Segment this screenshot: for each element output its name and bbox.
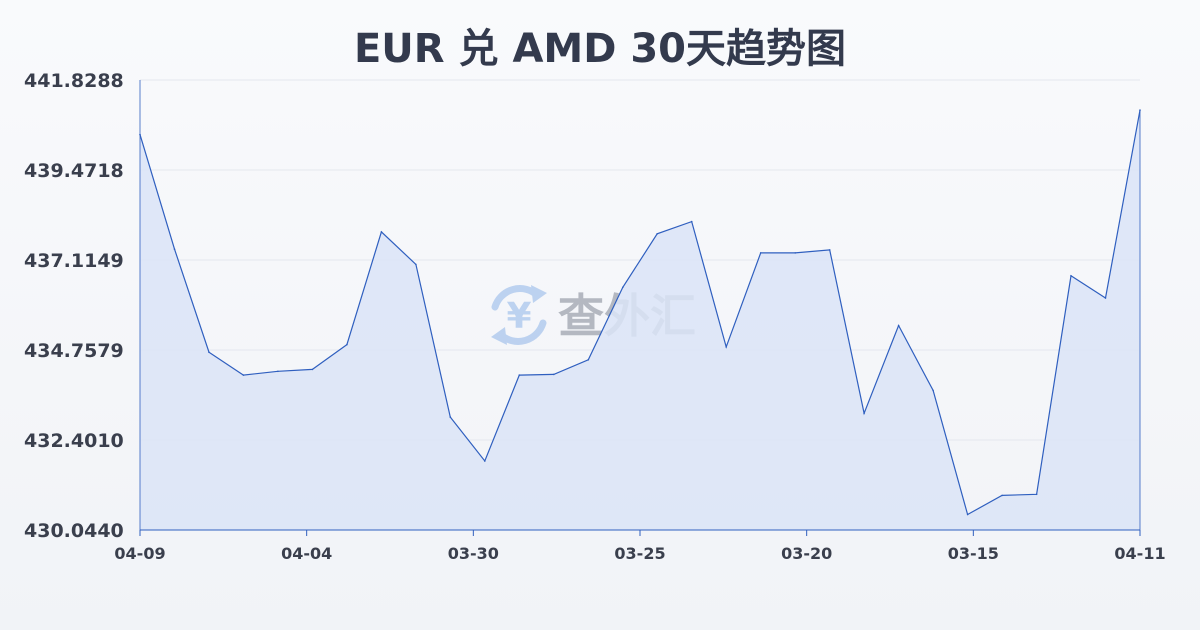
- data-point: [863, 412, 865, 415]
- data-point: [1001, 494, 1003, 497]
- series-fill: [140, 110, 1140, 530]
- svg-text:¥: ¥: [506, 296, 531, 337]
- series-area: [139, 109, 1141, 530]
- data-point: [1070, 275, 1072, 277]
- data-point: [622, 286, 624, 289]
- data-point: [656, 233, 658, 235]
- y-tick-label: 434.7579: [24, 340, 124, 362]
- data-point: [1035, 493, 1038, 496]
- y-tick-label: 432.4010: [24, 430, 124, 452]
- data-point: [725, 346, 727, 348]
- data-point: [346, 343, 348, 346]
- x-tick-label: 04-04: [281, 544, 332, 563]
- data-point: [966, 513, 969, 516]
- data-point: [690, 220, 693, 223]
- data-point: [277, 370, 279, 373]
- data-point: [587, 359, 590, 361]
- data-point: [380, 231, 383, 233]
- yen-exchange-icon: ¥: [491, 285, 547, 345]
- data-point: [828, 249, 831, 251]
- data-point: [449, 416, 452, 418]
- data-point: [932, 389, 934, 392]
- data-point: [484, 460, 486, 462]
- data-point: [173, 248, 176, 250]
- data-point: [415, 263, 417, 266]
- data-point: [242, 374, 245, 376]
- data-point: [759, 252, 762, 254]
- data-point: [553, 373, 555, 376]
- data-point: [897, 324, 900, 327]
- x-tick-label: 04-11: [1114, 544, 1165, 563]
- x-tick-label: 03-15: [948, 544, 999, 563]
- y-tick-label: 430.0440: [24, 520, 124, 542]
- data-point: [311, 368, 314, 371]
- y-tick-label: 439.4718: [24, 160, 124, 182]
- x-tick-label: 03-30: [448, 544, 499, 563]
- y-tick-label: 441.8288: [24, 70, 124, 92]
- y-tick-label: 437.1149: [24, 250, 124, 272]
- y-axis-ticks: 441.8288 439.4718 437.1149 434.7579 432.4010…: [24, 70, 124, 542]
- x-tick-label: 03-20: [781, 544, 832, 563]
- data-point: [518, 374, 521, 376]
- data-point: [208, 351, 210, 354]
- data-point: [1104, 297, 1107, 299]
- data-point: [794, 252, 796, 254]
- series-line: [139, 109, 1141, 516]
- x-tick-label: 04-09: [114, 544, 165, 563]
- chart-title: EUR 兑 AMD 30天趋势图: [354, 26, 846, 72]
- x-tick-label: 03-25: [614, 544, 665, 563]
- x-axis-ticks: 04-09 04-04 03-30 03-25 03-20 03-15 04-11: [114, 530, 1166, 563]
